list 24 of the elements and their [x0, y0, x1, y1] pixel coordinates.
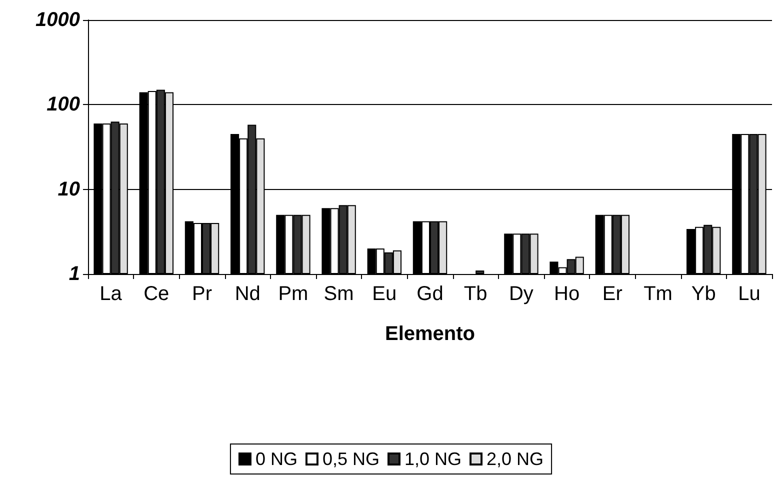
x-tick-label: La	[100, 283, 123, 305]
legend-label: 0 NG	[255, 449, 298, 469]
legend-label: 2,0 NG	[486, 449, 544, 469]
x-tick-label: Nd	[234, 283, 260, 305]
x-tick-label: Yb	[691, 283, 716, 305]
x-tick-label: Sm	[324, 283, 354, 305]
x-tick-label: Er	[602, 283, 623, 305]
x-tick-label: Ce	[144, 283, 170, 305]
x-tick-label: Pm	[278, 283, 308, 305]
x-tick-label: Dy	[508, 283, 534, 305]
y-tick-label: 100	[46, 94, 80, 116]
x-tick-label: Pr	[192, 283, 212, 305]
x-tick-label: Eu	[372, 283, 397, 305]
legend-label: 1,0 NG	[404, 449, 462, 469]
x-tick-label: Tb	[464, 283, 488, 305]
y-tick-label: 1	[68, 263, 80, 285]
x-tick-label: Gd	[416, 283, 444, 305]
y-tick-label: 1000	[36, 9, 80, 31]
legend-label: 0,5 NG	[322, 449, 380, 469]
x-tick-label: Ho	[554, 283, 580, 305]
x-tick-label: Tm	[644, 283, 672, 305]
y-tick-label: 10	[58, 178, 80, 200]
x-tick-label: Lu	[738, 283, 760, 305]
x-axis-title: Elemento	[384, 323, 476, 345]
